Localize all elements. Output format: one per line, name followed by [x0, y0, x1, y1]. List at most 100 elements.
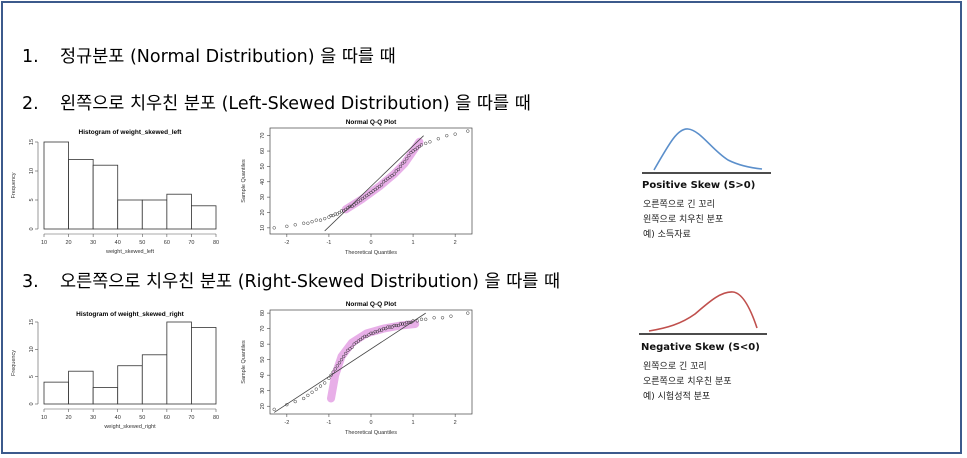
qq-point [272, 226, 276, 230]
qq-point [365, 334, 369, 339]
x-tick-label: 0 [369, 420, 372, 426]
qq-point [306, 393, 310, 398]
qq-point [331, 213, 335, 218]
qq-point [384, 178, 388, 182]
qq-point [373, 330, 377, 334]
histogram-bar [141, 199, 168, 230]
x-tick-label: 20 [66, 240, 72, 246]
qq-point [386, 325, 390, 329]
x-axis-label: weight_skewed_right [103, 424, 156, 430]
qq-point [314, 387, 318, 391]
qq-point [306, 221, 310, 225]
qq-point [293, 399, 297, 404]
y-tick-label: 0 [29, 402, 35, 405]
negative-skew-diagram [639, 291, 767, 335]
positive-skew-curve [653, 128, 763, 171]
heading-left-skewed: 2. 왼쪽으로 치우친 분포 (Left-Skewed Distribution)… [22, 90, 531, 115]
qq-point [390, 325, 394, 329]
heading-number: 2. [22, 94, 39, 114]
y-tick-label: 30 [260, 388, 266, 394]
qq-point [335, 364, 339, 368]
y-tick-label: 10 [29, 168, 35, 174]
qq-point [363, 334, 367, 339]
qq-point [310, 390, 314, 394]
qq-point [453, 132, 457, 136]
qq-point [339, 358, 344, 362]
histogram-bar [92, 387, 119, 405]
y-tick-label: 0 [29, 227, 35, 230]
qq-point [285, 224, 289, 228]
negative-skew-line: 예) 시험성적 분포 [643, 392, 711, 402]
histogram-bar [191, 327, 217, 405]
qq-point [384, 326, 388, 331]
y-tick-label: 20 [260, 403, 266, 409]
qq-point [344, 207, 348, 212]
qq-point [369, 331, 373, 335]
histogram-bar [92, 164, 119, 230]
x-tick-label: 20 [66, 415, 72, 421]
histogram-bar [117, 365, 143, 405]
reference-line [273, 312, 426, 413]
qq-point [367, 333, 371, 337]
heading-text: 왼쪽으로 치우친 분포 (Left-Skewed Distribution) 을… [60, 94, 531, 114]
x-tick-label: 1 [412, 240, 415, 246]
x-tick-label: 50 [139, 240, 145, 246]
qq-point [445, 134, 449, 138]
qq-point [356, 200, 361, 204]
y-tick-label: 40 [260, 179, 266, 185]
x-tick-label: 2 [454, 420, 457, 426]
y-tick-label: 30 [260, 194, 266, 200]
x-tick-label: 60 [164, 415, 170, 421]
qq-point [411, 319, 415, 323]
qq-point [344, 351, 348, 356]
qq-point [419, 143, 424, 147]
x-tick-label: 40 [115, 415, 121, 421]
qq-point [388, 325, 392, 329]
x-tick-label: 30 [90, 240, 96, 246]
qq-point [411, 149, 415, 153]
qq-point [352, 342, 356, 346]
qq-point [419, 317, 424, 321]
qq-point [358, 337, 363, 342]
qq-point [369, 190, 373, 195]
y-tick-label: 60 [260, 341, 266, 347]
qq-point [379, 183, 384, 187]
y-tick-label: 15 [29, 139, 35, 145]
qq-point [318, 218, 323, 222]
qq-point [409, 150, 413, 155]
qq-point [352, 203, 356, 207]
positive-skew-line: 왼쪽으로 치우친 분포 [643, 215, 724, 225]
qq-point [285, 403, 289, 407]
qq-point [436, 137, 440, 141]
qq-point [358, 198, 363, 202]
qq-point [335, 212, 339, 216]
qq-plot-right-skewed: Normal Q-Q Plot -2 -1 0 1 2 20 30 40 50 60 70 80 Theo… [241, 301, 473, 436]
qq-point [337, 361, 342, 365]
qq-point [371, 331, 375, 335]
y-tick-label: 50 [260, 357, 266, 363]
qq-point [400, 161, 405, 165]
heading-number: 3. [22, 272, 39, 292]
qq-point [348, 204, 352, 208]
qq-point [365, 193, 369, 198]
y-axis-label: Sample Quantiles [241, 159, 247, 203]
qq-point [413, 147, 417, 152]
qq-point [377, 328, 382, 332]
x-tick-label: 80 [213, 415, 219, 421]
x-tick-label: 80 [213, 240, 219, 246]
qq-point [403, 160, 407, 164]
qq-point [327, 376, 331, 380]
y-tick-label: 5 [29, 198, 35, 201]
qq-point [405, 320, 409, 325]
x-tick-label: 50 [139, 415, 145, 421]
x-axis-label: Theoretical Quantiles [345, 250, 397, 256]
qq-point [379, 328, 384, 332]
qq-point [333, 212, 337, 216]
qq-point [341, 209, 346, 213]
histogram-bar [117, 199, 143, 230]
histogram-bar [68, 159, 94, 230]
qq-point [407, 320, 411, 325]
qq-point [318, 384, 323, 388]
y-tick-label: 70 [260, 326, 266, 332]
histogram-bar [166, 193, 192, 230]
